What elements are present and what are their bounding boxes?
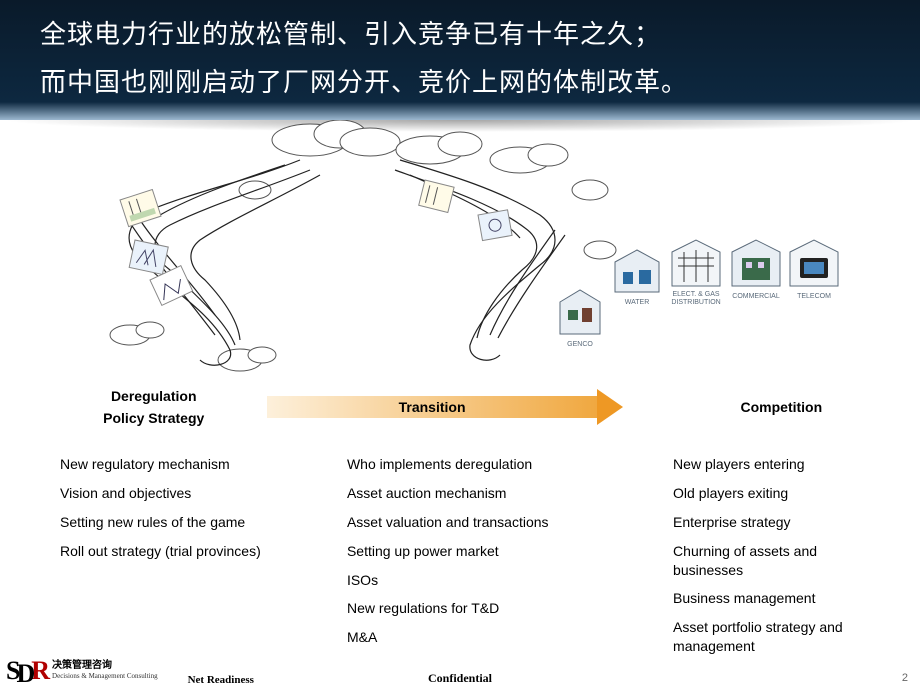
list-item: New players entering bbox=[673, 455, 880, 474]
sdr-logo: SDR 决策管理咨询 Decisions & Management Consul… bbox=[6, 656, 158, 686]
sector-label: ELECT. & GAS bbox=[672, 291, 719, 298]
list-item: Old players exiting bbox=[673, 484, 880, 503]
list-competition: New players entering Old players exiting… bbox=[673, 455, 880, 666]
logo-tag-cn: 决策管理咨询 bbox=[52, 661, 158, 671]
list-item: Vision and objectives bbox=[60, 484, 267, 503]
list-item: M&A bbox=[347, 628, 613, 647]
three-column-lists: New regulatory mechanism Vision and obje… bbox=[60, 455, 880, 666]
swirl-tiles bbox=[120, 180, 512, 305]
tornado-illustration: GENCO WATER ELECT. & GAS DISTRIBUTION CO… bbox=[0, 120, 920, 380]
list-deregulation: New regulatory mechanism Vision and obje… bbox=[60, 455, 267, 666]
list-item: Business management bbox=[673, 589, 880, 608]
list-item: Roll out strategy (trial provinces) bbox=[60, 542, 267, 561]
list-item: Who implements deregulation bbox=[347, 455, 613, 474]
list-item: Setting new rules of the game bbox=[60, 513, 267, 532]
slide-header: 全球电力行业的放松管制、引入竞争已有十年之久； 而中国也刚刚启动了厂网分开、竞价… bbox=[0, 0, 920, 120]
arrow-label: Transition bbox=[267, 396, 596, 418]
sector-label: COMMERCIAL bbox=[732, 293, 780, 300]
col1-heading: Deregulation Policy Strategy bbox=[60, 385, 247, 429]
list-item: Asset valuation and transactions bbox=[347, 513, 613, 532]
footer-net: Net Readiness bbox=[188, 674, 254, 686]
footer-confidential: Confidential bbox=[428, 671, 492, 686]
list-item: ISOs bbox=[347, 571, 613, 590]
column-headings: Deregulation Policy Strategy Transition … bbox=[60, 385, 880, 429]
list-item: Asset auction mechanism bbox=[347, 484, 613, 503]
header-line1: 全球电力行业的放松管制、引入竞争已有十年之久； bbox=[40, 10, 880, 58]
sector-label: WATER bbox=[625, 299, 650, 306]
arrow-head-icon bbox=[597, 389, 623, 425]
slide-footer: SDR 决策管理咨询 Decisions & Management Consul… bbox=[0, 660, 920, 686]
transition-arrow: Transition bbox=[267, 392, 622, 422]
list-item: Churning of assets and businesses bbox=[673, 542, 880, 580]
cloud-icon bbox=[110, 120, 616, 371]
logo-tag-en: Decisions & Management Consulting bbox=[52, 671, 158, 681]
col3-heading: Competition bbox=[683, 399, 880, 415]
list-item: Setting up power market bbox=[347, 542, 613, 561]
list-item: New regulatory mechanism bbox=[60, 455, 267, 474]
svg-text:DISTRIBUTION: DISTRIBUTION bbox=[671, 299, 720, 306]
list-transition: Who implements deregulation Asset auctio… bbox=[347, 455, 613, 666]
sector-label: TELECOM bbox=[797, 293, 831, 300]
list-item: Enterprise strategy bbox=[673, 513, 880, 532]
sector-label: GENCO bbox=[567, 341, 593, 348]
header-line2: 而中国也刚刚启动了厂网分开、竞价上网的体制改革。 bbox=[40, 58, 880, 106]
list-item: Asset portfolio strategy and management bbox=[673, 618, 880, 656]
page-number: 2 bbox=[902, 672, 908, 684]
list-item: New regulations for T&D bbox=[347, 599, 613, 618]
tornado-swirls bbox=[125, 160, 565, 365]
